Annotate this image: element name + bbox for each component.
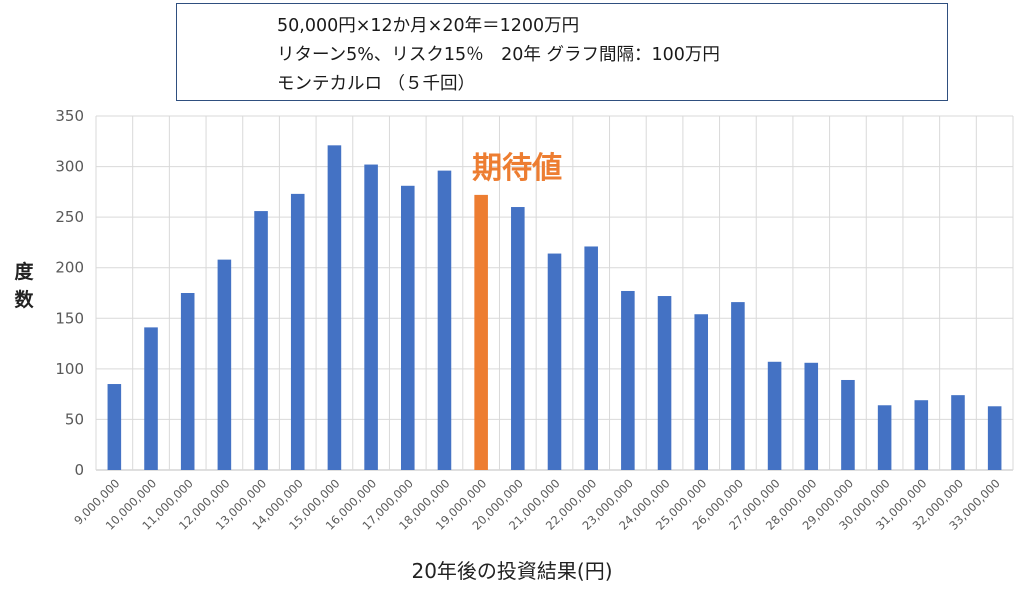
bar [400, 185, 415, 470]
y-tick-label: 300 [55, 158, 84, 176]
bar [107, 384, 122, 470]
bar [254, 211, 268, 470]
bar [327, 145, 342, 470]
bar-expected-value [474, 194, 488, 471]
bar [547, 253, 562, 470]
bar [584, 246, 598, 470]
bar [180, 293, 195, 470]
y-tick-label: 350 [55, 107, 84, 125]
info-line-3: モンテカルロ （５千回） [277, 74, 476, 94]
bar [914, 400, 929, 470]
bar [731, 302, 745, 470]
bar [511, 207, 525, 470]
bar [437, 170, 452, 471]
bar [694, 314, 709, 470]
bar [290, 193, 305, 470]
bar [657, 296, 672, 470]
y-tick-label: 150 [55, 309, 84, 327]
bar [804, 362, 819, 470]
y-tick-label: 200 [55, 259, 84, 277]
info-box: 50,000円×12か月×20年＝1200万円 リターン5%、リスク15％ 20… [176, 3, 948, 101]
bar [767, 361, 782, 470]
bar [364, 164, 378, 470]
y-axis-label: 度数 [14, 261, 34, 311]
bar [951, 395, 965, 470]
bar [877, 405, 892, 470]
y-tick-label: 100 [55, 360, 84, 378]
info-line-1: 50,000円×12か月×20年＝1200万円 [277, 16, 580, 36]
x-axis-label: 20年後の投資結果(円) [0, 555, 1024, 584]
bar [621, 290, 635, 470]
y-tick-label: 50 [65, 410, 84, 428]
expected-value-annotation: 期待値 [472, 151, 562, 186]
info-line-2: リターン5%、リスク15％ 20年 グラフ間隔：100万円 [277, 45, 720, 65]
bar [217, 259, 232, 470]
x-axis-label-text: 20年後の投資結果(円) [411, 559, 613, 583]
y-tick-label: 250 [55, 208, 84, 226]
bar [987, 406, 1002, 470]
y-tick-label: 0 [74, 461, 84, 479]
bar [841, 379, 855, 470]
bar [144, 327, 158, 470]
